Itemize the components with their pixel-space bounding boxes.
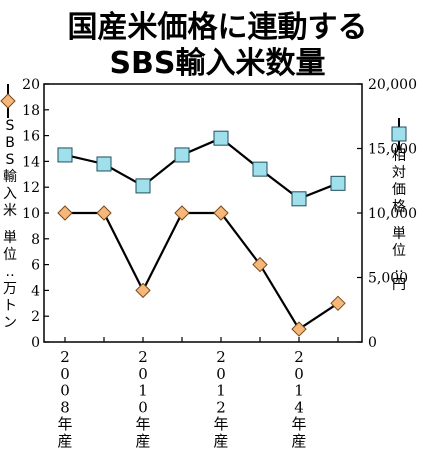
left-tick-label: 14 bbox=[22, 154, 40, 170]
x-tick-label-char: 0 bbox=[60, 365, 70, 383]
right-tick-label: 10,000 bbox=[368, 206, 417, 222]
left-tick-label: 12 bbox=[22, 180, 40, 196]
series-line-left bbox=[65, 211, 339, 331]
x-tick-label-char: 0 bbox=[216, 365, 226, 383]
right-legend-label-char: ‥ bbox=[394, 260, 403, 276]
x-tick-label-char: 産 bbox=[135, 432, 150, 450]
price-point bbox=[330, 175, 346, 191]
sbs-point bbox=[330, 295, 346, 312]
right-tick-label: 20,000 bbox=[368, 77, 417, 93]
left-legend-label-char: ト bbox=[3, 298, 17, 314]
sbs-point bbox=[135, 282, 151, 299]
x-tick-label-char: 2 bbox=[294, 348, 304, 366]
x-tick-label-char: 0 bbox=[138, 398, 148, 416]
left-legend-label-char: 位 bbox=[3, 247, 17, 263]
x-tick-label-char: 2 bbox=[138, 348, 148, 366]
right-tick-label: 5,000 bbox=[368, 271, 408, 287]
right-legend-label-char: 単 bbox=[392, 226, 406, 242]
left-tick-label: 6 bbox=[31, 258, 40, 274]
x-tick-label-char: 1 bbox=[216, 382, 226, 400]
right-legend-label-char: 価 bbox=[392, 182, 406, 198]
x-tick-label-char: 0 bbox=[60, 382, 70, 400]
right-legend-label-char: 格 bbox=[392, 199, 406, 215]
price-point bbox=[96, 156, 112, 172]
chart-title-line-2: SBS輸入米数量 bbox=[109, 46, 326, 81]
x-tick-label-char: 産 bbox=[213, 432, 228, 450]
price-point bbox=[252, 161, 268, 177]
left-legend-label-char: 単 bbox=[3, 230, 17, 246]
left-legend-label-char: S bbox=[6, 118, 15, 134]
x-tick-label-char: 2 bbox=[60, 348, 70, 366]
sbs-point bbox=[174, 205, 190, 221]
chart-title-line-1: 国産米価格に連動する bbox=[67, 10, 368, 45]
left-tick-label: 2 bbox=[31, 309, 40, 325]
axes bbox=[43, 83, 363, 343]
left-tick-label: 18 bbox=[22, 103, 40, 119]
right-legend-label-char: 位 bbox=[392, 243, 406, 259]
left-legend-label-char: B bbox=[5, 135, 15, 151]
sbs-point bbox=[252, 256, 268, 273]
x-tick-label-char: 2 bbox=[216, 348, 226, 366]
price-point bbox=[291, 191, 307, 207]
x-tick-label-char: 2 bbox=[216, 398, 226, 416]
left-legend-label-char: ‥ bbox=[5, 264, 14, 280]
x-tick-label-char: 1 bbox=[294, 382, 304, 400]
x-tick-label-char: 1 bbox=[138, 382, 148, 400]
left-legend-label-char: 万 bbox=[3, 281, 17, 297]
x-tick-label-char: 0 bbox=[294, 365, 304, 383]
x-tick-label-char: 年 bbox=[135, 415, 150, 433]
x-tick-label-char: 年 bbox=[213, 415, 228, 433]
price-point bbox=[213, 130, 229, 146]
x-tick-label-char: 4 bbox=[294, 398, 304, 416]
x-tick-label-char: 産 bbox=[57, 432, 72, 450]
x-tick-label-char: 0 bbox=[138, 365, 148, 383]
x-tick-label-char: 8 bbox=[60, 398, 70, 416]
left-legend-diamond bbox=[0, 93, 16, 109]
left-legend-label-char: ン bbox=[3, 315, 17, 331]
sbs-point bbox=[213, 205, 229, 221]
price-point bbox=[135, 178, 151, 194]
x-tick-label-char: 年 bbox=[291, 415, 306, 433]
sbs-point bbox=[57, 205, 73, 221]
x-tick-label-char: 年 bbox=[57, 415, 72, 433]
right-legend-label-char: 対 bbox=[392, 165, 406, 181]
price-point bbox=[174, 147, 190, 163]
left-legend-label-char: 輸 bbox=[3, 169, 17, 185]
left-tick-label: 0 bbox=[31, 335, 40, 351]
left-legend-label-char: 入 bbox=[3, 186, 17, 202]
series-markers bbox=[57, 130, 346, 337]
right-tick-label: 0 bbox=[368, 335, 377, 351]
right-legend-square bbox=[391, 126, 407, 142]
x-tick-label-char: 産 bbox=[291, 432, 306, 450]
right-tick-label: 15,000 bbox=[368, 142, 417, 158]
sbs-point bbox=[96, 205, 112, 221]
left-legend-label-char: 米 bbox=[3, 203, 17, 219]
sbs-point bbox=[291, 321, 307, 337]
left-legend-label-char: S bbox=[6, 152, 15, 168]
left-tick-label: 4 bbox=[31, 283, 40, 299]
left-tick-label: 20 bbox=[22, 77, 40, 93]
tick-labels: 0 2 4 6 8 10 12 14 16 18 20 0 5,000 10,000 15,000 20,00… bbox=[22, 77, 417, 351]
left-tick-label: 10 bbox=[22, 206, 40, 222]
right-legend-label-char: 相 bbox=[392, 148, 406, 164]
left-tick-label: 16 bbox=[22, 129, 40, 145]
left-tick-label: 8 bbox=[31, 232, 40, 248]
right-legend-label-char: 円 bbox=[392, 277, 406, 293]
price-point bbox=[57, 147, 73, 163]
